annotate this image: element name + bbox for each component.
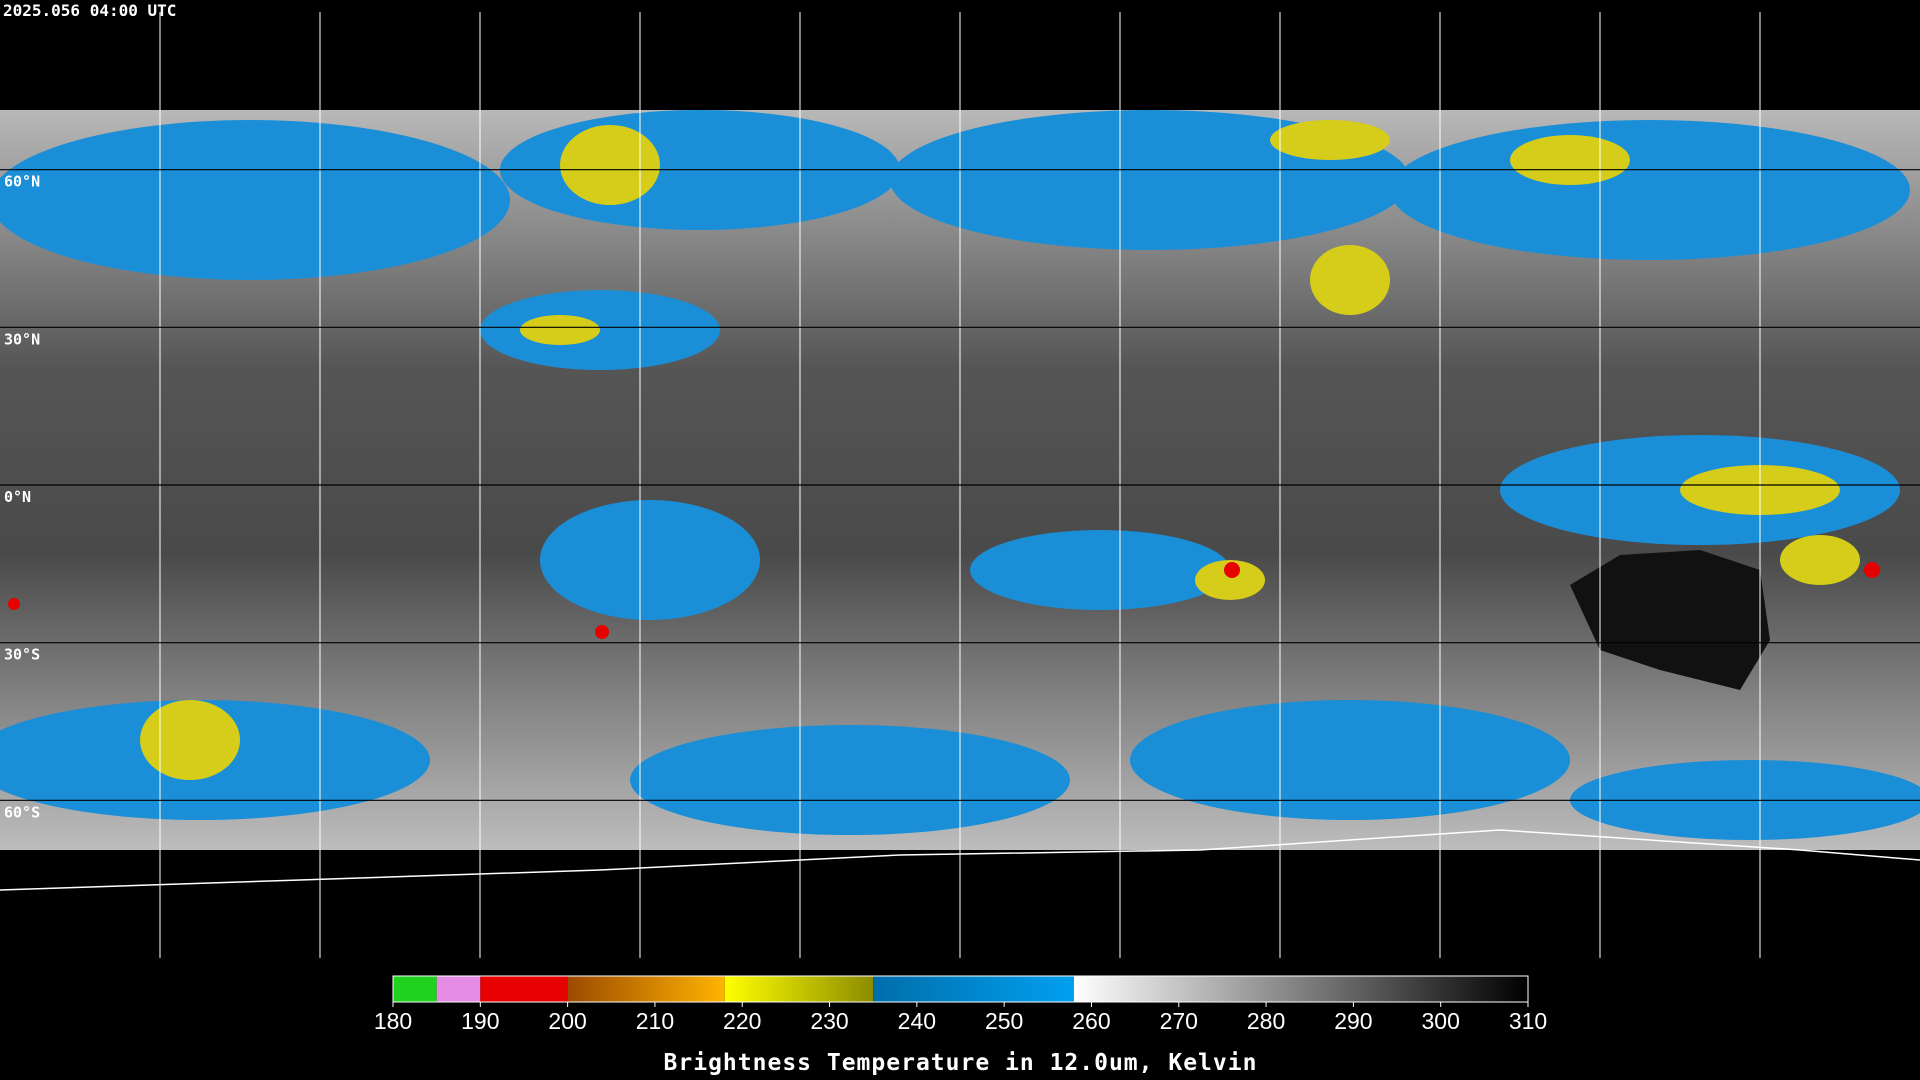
colorbar-tick-label: 220 <box>723 1008 761 1034</box>
cloud <box>1510 135 1630 185</box>
colorbar-title: Brightness Temperature in 12.0um, Kelvin <box>664 1050 1258 1076</box>
colorbar-tick-label: 190 <box>461 1008 499 1034</box>
cloud <box>1390 120 1910 260</box>
colorbar-segment <box>873 976 1074 1002</box>
cloud <box>560 125 660 205</box>
cloud <box>1195 560 1265 600</box>
storm <box>1864 562 1880 578</box>
antarctica-coastline <box>0 829 1920 891</box>
cloud <box>630 725 1070 835</box>
colorbar-tick-label: 290 <box>1334 1008 1372 1034</box>
cloud <box>0 120 510 280</box>
colorbar-tick-label: 280 <box>1247 1008 1285 1034</box>
colorbar-segment <box>1074 976 1528 1002</box>
latitude-label: 60°S <box>4 803 40 821</box>
colorbar-frame <box>392 975 1529 1003</box>
colorbar-tick-label: 260 <box>1072 1008 1110 1034</box>
cloud <box>1780 535 1860 585</box>
latitude-label: 60°N <box>4 173 40 191</box>
cloud <box>520 315 600 345</box>
latitude-label: 0°N <box>4 488 31 506</box>
colorbar: 180 190 200 210 220 230 240 250 260 270 280 290 300 3… <box>374 975 1547 1076</box>
storm <box>595 625 609 639</box>
cloud <box>140 700 240 780</box>
colorbar-tick-label: 270 <box>1160 1008 1198 1034</box>
colorbar-segment <box>567 976 725 1002</box>
latitude-label: 30°S <box>4 646 40 664</box>
colorbar-tick-label: 250 <box>985 1008 1023 1034</box>
graticule: 60°N 30°N 0°N 30°S 60°S <box>0 12 1920 958</box>
colorbar-tick-label: 240 <box>898 1008 936 1034</box>
colorbar-segment <box>724 976 874 1002</box>
cloud <box>970 530 1230 610</box>
colorbar-segment <box>480 976 568 1002</box>
cloud <box>1310 245 1390 315</box>
colorbar-tick-label: 230 <box>810 1008 848 1034</box>
colorbar-tick-label: 180 <box>374 1008 412 1034</box>
cloud <box>1130 700 1570 820</box>
deep-convection <box>8 562 1880 639</box>
timestamp: 2025.056 04:00 UTC <box>3 1 176 20</box>
australia-warm-land <box>1570 550 1770 690</box>
cloud <box>540 500 760 620</box>
colorbar-tick-label: 310 <box>1509 1008 1547 1034</box>
colorbar-tick-label: 300 <box>1422 1008 1460 1034</box>
latitude-label: 30°N <box>4 330 40 348</box>
colorbar-segment <box>436 976 481 1002</box>
colorbar-tick-label: 200 <box>548 1008 586 1034</box>
colorbar-segment <box>393 976 437 1002</box>
colorbar-tick-label: 210 <box>636 1008 674 1034</box>
cloud <box>1270 120 1390 160</box>
storm <box>8 598 20 610</box>
storm <box>1224 562 1240 578</box>
